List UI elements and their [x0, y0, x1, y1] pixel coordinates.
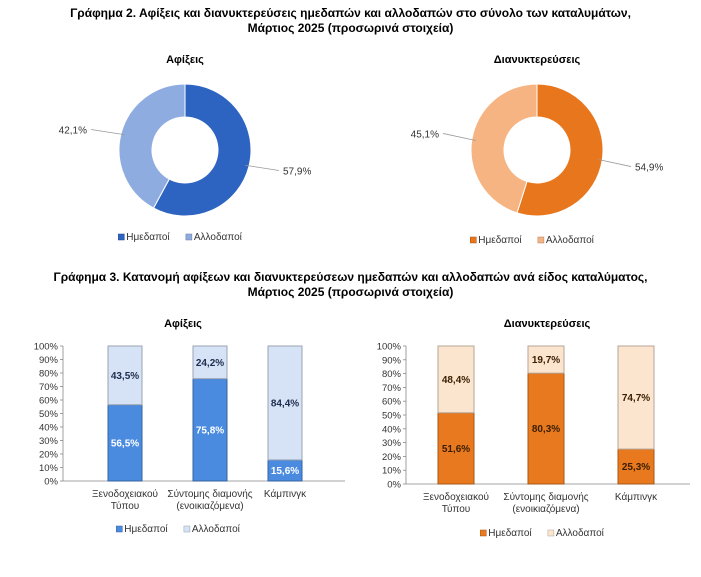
donut-overnights-legend-swatch: [537, 236, 545, 244]
bar-arrivals-y-tick-label: 100%: [34, 342, 59, 353]
bar-overnights-legend-swatch: [547, 529, 555, 537]
bar-arrivals-legend-swatch: [183, 525, 191, 533]
donut-overnights-slice-domestic: [516, 83, 604, 217]
figure3-title-line1: Γράφημα 3. Κατανομή αφίξεων και διανυκτε…: [53, 270, 648, 284]
bar-arrivals-data-label: 56,5%: [111, 438, 139, 449]
bar-overnights-y-tick-label: 90%: [382, 355, 402, 366]
donut-arrivals-legend-label: Αλλοδαποί: [194, 231, 243, 243]
bar-overnights-bar-domestic: [527, 372, 565, 485]
figure2-title-line1: Γράφημα 2. Αφίξεις και διανυκτερεύσεις η…: [70, 6, 631, 20]
bar-arrivals-y-tick-label: 50%: [39, 409, 59, 420]
bar-arrivals-bar-foreign: [267, 345, 303, 461]
bar-arrivals-y-tick-label: 90%: [39, 355, 59, 366]
bar-overnights-bar-foreign: [527, 345, 565, 374]
bar-overnights-data-label: 51,6%: [442, 444, 470, 455]
donut-arrivals-legend: Ημεδαποί Αλλοδαποί: [118, 231, 243, 243]
bar-arrivals-category-label: (ενοικιαζόμενα): [176, 500, 243, 512]
donut-arrivals-slice-domestic: [152, 83, 252, 217]
donut-overnights-legend-swatch: [470, 236, 477, 244]
bar-overnights-category-label: Τύπου: [442, 503, 471, 515]
donut-overnights-data-label: 45,1%: [411, 129, 439, 140]
bar-arrivals-category-label: Σύντομης διαμονής: [167, 488, 252, 500]
bar-arrivals-y-tick-label: 0%: [44, 477, 58, 488]
bar-arrivals-data-label: 43,5%: [111, 371, 139, 382]
bar-overnights-legend: Ημεδαποί Αλλοδαποί: [480, 527, 605, 539]
bar-overnights-legend-label: Ημεδαποί: [488, 527, 532, 539]
bar-overnights-y-tick-label: 10%: [382, 466, 402, 477]
donut-arrivals-data-label: 42,1%: [59, 125, 87, 136]
donut-overnights-legend-label: Ημεδαποί: [478, 234, 522, 246]
figure3-title: Γράφημα 3. Κατανομή αφίξεων και διανυκτε…: [0, 270, 701, 300]
donut-overnights-legend: Ημεδαποί Αλλοδαποί: [470, 234, 595, 246]
bar-overnights-y-tick-label: 30%: [382, 438, 402, 449]
donut-overnights-legend-label: Αλλοδαποί: [546, 234, 595, 246]
bar-arrivals-data-label: 15,6%: [271, 466, 299, 477]
bar-arrivals-bar-foreign: [107, 345, 143, 406]
bar-arrivals-legend-label: Ημεδαποί: [124, 523, 168, 535]
bar-arrivals-y-tick-label: 20%: [39, 450, 59, 461]
bar-arrivals-y-tick-label: 60%: [39, 396, 59, 407]
donut-overnights-data-label: 54,9%: [635, 163, 663, 174]
bar-arrivals-y-tick-label: 40%: [39, 423, 59, 434]
bar-overnights-data-label: 80,3%: [532, 424, 560, 435]
donut-arrivals-data-label: 57,9%: [283, 167, 311, 178]
bar-overnights-bar-domestic: [437, 412, 475, 485]
bar-arrivals-bar-domestic: [107, 404, 143, 482]
bar-arrivals-y-tick-label: 80%: [39, 369, 59, 380]
bar-overnights-legend-label: Αλλοδαποί: [556, 527, 605, 539]
bar-arrivals-category-label: Τύπου: [111, 500, 140, 512]
bar-overnights-y-tick-label: 70%: [382, 383, 402, 394]
donut-overnights-leader-line: [598, 159, 632, 167]
bar-arrivals-bar-foreign: [192, 345, 228, 380]
donut-arrivals-legend-label: Ημεδαποί: [126, 231, 170, 243]
bar-arrivals-y-tick-label: 70%: [39, 382, 59, 393]
bar-arrivals-data-label: 84,4%: [271, 398, 299, 409]
bar-overnights-category-label: Κάμπινγκ: [615, 491, 658, 503]
bar-overnights-bar-foreign: [437, 345, 475, 414]
bar-overnights-title: Διανυκτερεύσεις: [504, 318, 591, 330]
donut-arrivals-legend-swatch: [185, 233, 193, 241]
donut-arrivals-slice-foreign: [118, 83, 186, 209]
bar-overnights-bar-foreign: [617, 345, 655, 450]
bar-arrivals-legend-swatch: [116, 525, 123, 533]
bar-overnights-category-label: Σύντομης διαμονής: [503, 491, 588, 503]
figure2-title-line2: Μάρτιος 2025 (προσωρινά στοιχεία): [247, 21, 454, 35]
bar-arrivals-y-tick-label: 10%: [39, 463, 59, 474]
donut-arrivals-slices: 57,9% 42,1%: [59, 83, 311, 217]
bar-overnights-data-label: 48,4%: [442, 375, 470, 386]
bar-overnights-y-tick-label: 50%: [382, 411, 402, 422]
bar-overnights-data-label: 25,3%: [622, 462, 650, 473]
bar-overnights-y-tick-label: 60%: [382, 397, 402, 408]
bar-overnights-y-tick-label: 80%: [382, 369, 402, 380]
donut-overnights-leader-line: [442, 133, 476, 141]
bar-arrivals-legend-label: Αλλοδαποί: [192, 523, 241, 535]
bar-overnights-y-tick-label: 40%: [382, 424, 402, 435]
bar-overnights-data-label: 74,7%: [622, 393, 650, 404]
donut-arrivals-legend-swatch: [118, 233, 125, 241]
bar-overnights-legend-swatch: [480, 529, 487, 537]
bar-arrivals-data-label: 24,2%: [196, 358, 224, 369]
donut-overnights-slice-foreign: [470, 83, 538, 214]
figure3-title-line2: Μάρτιος 2025 (προσωρινά στοιχεία): [247, 285, 454, 299]
donut-arrivals-leader-line: [245, 164, 280, 171]
figure2-title: Γράφημα 2. Αφίξεις και διανυκτερεύσεις η…: [0, 6, 701, 36]
donut-overnights-title: Διανυκτερεύσεις: [494, 54, 581, 66]
donut-arrivals-leader-line: [90, 129, 125, 136]
bar-arrivals-category-label: Κάμπινγκ: [264, 488, 307, 500]
bar-arrivals-category-label: Ξενοδοχειακού: [92, 488, 158, 500]
bar-overnights-y-tick-label: 20%: [382, 452, 402, 463]
bar-overnights-y-tick-label: 100%: [377, 342, 402, 353]
bar-overnights-category-label: Ξενοδοχειακού: [423, 491, 489, 503]
bar-overnights-y-tick-label: 0%: [387, 480, 401, 491]
donut-overnights-slices: 54,9% 45,1%: [411, 83, 663, 217]
bar-arrivals-data-label: 75,8%: [196, 425, 224, 436]
bar-arrivals-y-tick-label: 30%: [39, 436, 59, 447]
bar-arrivals-title: Αφίξεις: [164, 318, 202, 330]
donut-arrivals-title: Αφίξεις: [166, 54, 204, 66]
bar-overnights-category-label: (ενοικιαζόμενα): [512, 503, 579, 515]
bar-overnights-data-label: 19,7%: [532, 355, 560, 366]
bar-arrivals-legend: Ημεδαποί Αλλοδαποί: [116, 523, 241, 535]
